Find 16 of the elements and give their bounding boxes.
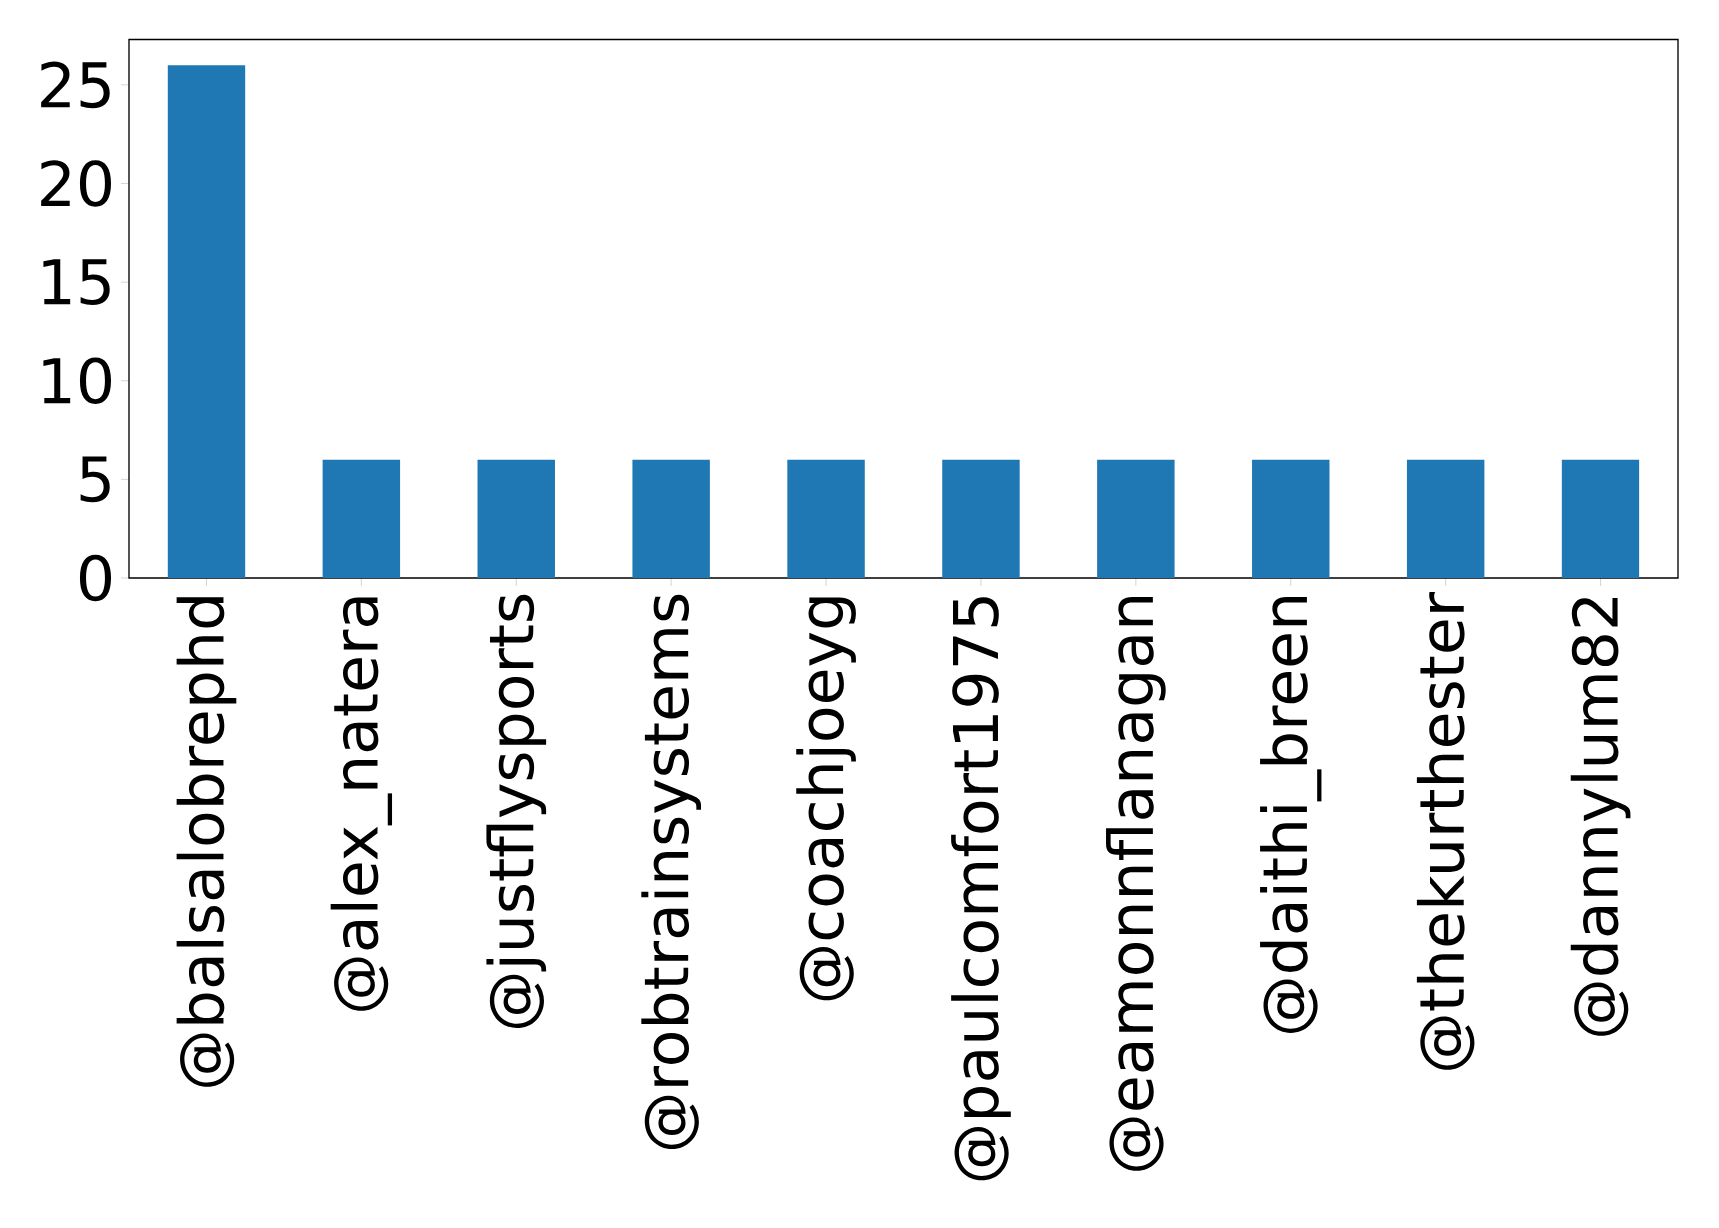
y-tick-label: 5	[80, 456, 110, 503]
y-tick-label: 25	[41, 61, 110, 109]
y-tick-label: 10	[43, 357, 111, 405]
x-tick-label: @balsalobrephd	[176, 597, 237, 1087]
x-tick-label: @thekurthester	[1416, 591, 1475, 1070]
x-tick-label: @dannylum82	[1570, 598, 1631, 1036]
x-tick-label: @coachjoeyg	[796, 597, 856, 1001]
y-tick-label: 20	[41, 160, 111, 207]
y-tick-label: 0	[79, 554, 112, 602]
y-tick-label: 15	[43, 259, 110, 306]
x-tick-label: @eamonnflanagan	[1106, 597, 1166, 1171]
x-tick-label: @justflysports	[486, 594, 547, 1029]
x-tick-label: @paulcomfort1975	[951, 597, 1011, 1181]
x-tick-label: @robtrainsystems	[641, 594, 701, 1149]
x-tick-label: @daithi_breen	[1260, 597, 1322, 1033]
x-tick-label: @alex_natera	[330, 597, 393, 1011]
